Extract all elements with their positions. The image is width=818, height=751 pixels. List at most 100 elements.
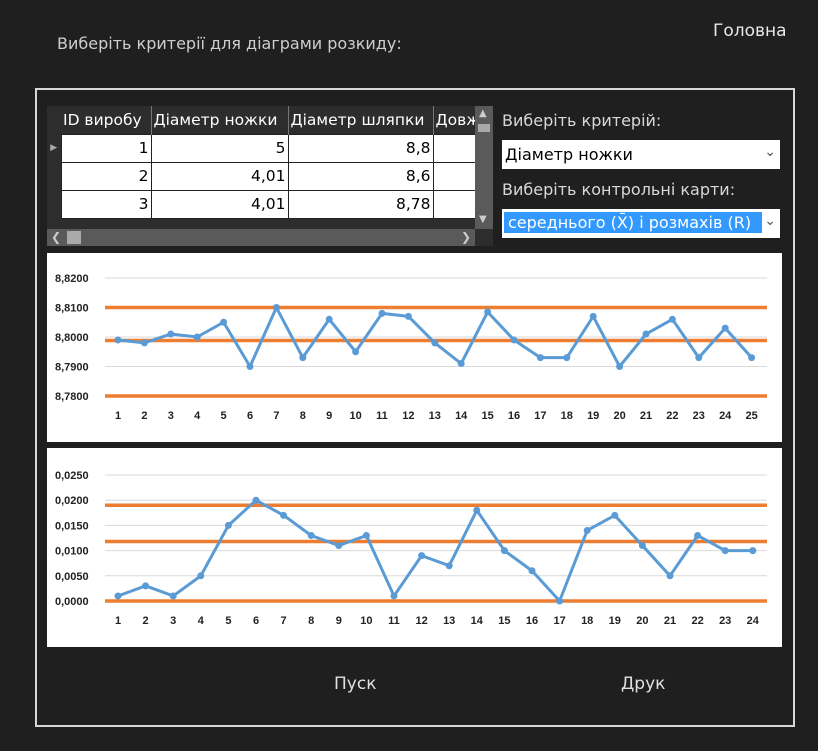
data-point <box>536 354 544 362</box>
x-tick-label: 18 <box>561 410 573 422</box>
x-tick-label: 23 <box>693 410 705 422</box>
row-header <box>47 190 61 218</box>
x-tick-label: 2 <box>143 615 149 627</box>
horizontal-scrollbar[interactable]: ❮ ❯ <box>47 229 475 246</box>
data-point <box>484 308 492 316</box>
scroll-thumb[interactable] <box>478 124 490 132</box>
x-tick-label: 16 <box>508 410 520 422</box>
table-cell[interactable]: 1 <box>60 133 152 163</box>
data-point <box>583 526 591 534</box>
data-point <box>140 339 148 347</box>
x-tick-label: 12 <box>415 615 427 627</box>
data-point <box>431 339 439 347</box>
x-tick-label: 1 <box>115 615 121 627</box>
data-point <box>695 354 703 362</box>
table-row[interactable]: 3 4,01 8,78 <box>47 189 476 219</box>
table-cell[interactable]: 2 <box>60 161 152 191</box>
data-point <box>616 363 624 370</box>
x-tick-label: 1 <box>115 410 121 422</box>
x-tick-label: 16 <box>526 615 538 627</box>
scroll-left-icon[interactable]: ❮ <box>51 230 62 244</box>
x-tick-label: 22 <box>666 410 678 422</box>
x-tick-label: 11 <box>376 410 388 422</box>
data-point <box>114 336 122 344</box>
data-point <box>280 511 288 519</box>
data-point <box>563 354 571 362</box>
table-cell[interactable]: 5 <box>150 133 289 163</box>
main-panel <box>35 88 795 727</box>
y-tick-label: 0,0100 <box>55 546 89 558</box>
x-tick-label: 19 <box>587 410 599 422</box>
x-tick-label: 22 <box>691 615 703 627</box>
x-tick-label: 12 <box>402 410 414 422</box>
data-point <box>193 333 201 341</box>
data-point <box>510 336 518 344</box>
scroll-right-icon[interactable]: ❯ <box>461 230 472 244</box>
run-button[interactable]: Пуск <box>334 674 377 694</box>
x-tick-label: 14 <box>455 410 468 422</box>
table-cell[interactable]: 8,78 <box>287 189 434 219</box>
y-tick-label: 8,8000 <box>55 332 89 344</box>
table-cell[interactable]: 8,6 <box>287 161 434 191</box>
table-row[interactable]: ▶ 1 5 8,8 <box>47 133 476 163</box>
scroll-up-icon[interactable]: ▲ <box>479 108 487 119</box>
data-point <box>500 547 508 555</box>
page-title: Виберіть критерії для діаграми розкиду: <box>57 34 402 53</box>
x-tick-label: 21 <box>664 615 676 627</box>
x-tick-label: 6 <box>247 410 253 422</box>
data-point <box>473 506 481 514</box>
print-button[interactable]: Друк <box>621 674 666 694</box>
data-point <box>721 324 729 332</box>
table-cell[interactable] <box>432 161 476 191</box>
x-tick-label: 15 <box>498 615 510 627</box>
column-header[interactable]: Довжина <box>433 106 476 134</box>
x-tick-label: 6 <box>253 615 259 627</box>
column-header[interactable]: Діаметр шляпки <box>288 106 434 134</box>
x-bar-chart: 8,7800 8,7900 8,8000 8,8100 8,8200 1 2 3 4 5 6 7 8 9 1… <box>47 253 782 442</box>
column-header[interactable]: Діаметр ножки <box>151 106 289 134</box>
y-tick-label: 0,0150 <box>55 520 89 532</box>
table-cell[interactable]: 4,01 <box>150 189 289 219</box>
control-charts-value: середнього (X̄) і розмахів (R) <box>504 212 762 233</box>
control-charts-select[interactable]: середнього (X̄) і розмахів (R) ⌄ <box>502 209 780 238</box>
chevron-down-icon: ⌄ <box>764 213 776 229</box>
data-point <box>638 542 646 550</box>
table-cell[interactable] <box>432 133 476 163</box>
x-tick-label: 17 <box>534 410 546 422</box>
data-point <box>142 582 150 590</box>
table-cell[interactable]: 8,8 <box>287 133 434 163</box>
data-point <box>299 354 307 362</box>
x-tick-label: 9 <box>326 410 332 422</box>
table-cell[interactable]: 3 <box>60 189 152 219</box>
range-chart: 0,0000 0,0050 0,0100 0,0150 0,0200 0,0250 1 2 3 4… <box>47 448 782 647</box>
x-tick-label: 20 <box>636 615 648 627</box>
table-cell[interactable]: 4,01 <box>150 161 289 191</box>
data-point <box>362 531 370 539</box>
vertical-scrollbar[interactable]: ▲ ▼ <box>475 106 493 229</box>
data-point <box>114 592 122 600</box>
table-cell[interactable] <box>432 189 476 219</box>
data-point <box>721 547 729 555</box>
data-point <box>224 521 232 529</box>
data-point <box>252 496 260 504</box>
data-point <box>418 552 426 560</box>
data-point <box>325 315 333 323</box>
scroll-thumb[interactable] <box>67 231 81 244</box>
x-tick-label: 9 <box>336 615 342 627</box>
table-row[interactable]: 2 4,01 8,6 <box>47 161 476 191</box>
x-tick-label: 7 <box>281 615 287 627</box>
y-tick-label: 8,8200 <box>55 273 89 285</box>
x-tick-label: 4 <box>198 615 205 627</box>
criterion-label: Виберіть критерій: <box>502 111 662 130</box>
data-grid[interactable]: ID виробу Діаметр ножки Діаметр шляпки Д… <box>47 106 493 246</box>
home-link[interactable]: Головна <box>713 21 787 41</box>
scroll-down-icon[interactable]: ▼ <box>479 214 487 225</box>
y-tick-label: 8,7900 <box>55 362 89 374</box>
column-header[interactable]: ID виробу <box>61 106 152 134</box>
x-tick-label: 17 <box>553 615 565 627</box>
criterion-select[interactable]: Діаметр ножки ⌄ <box>502 140 780 169</box>
criterion-value: Діаметр ножки <box>505 145 633 164</box>
row-header <box>47 162 61 190</box>
